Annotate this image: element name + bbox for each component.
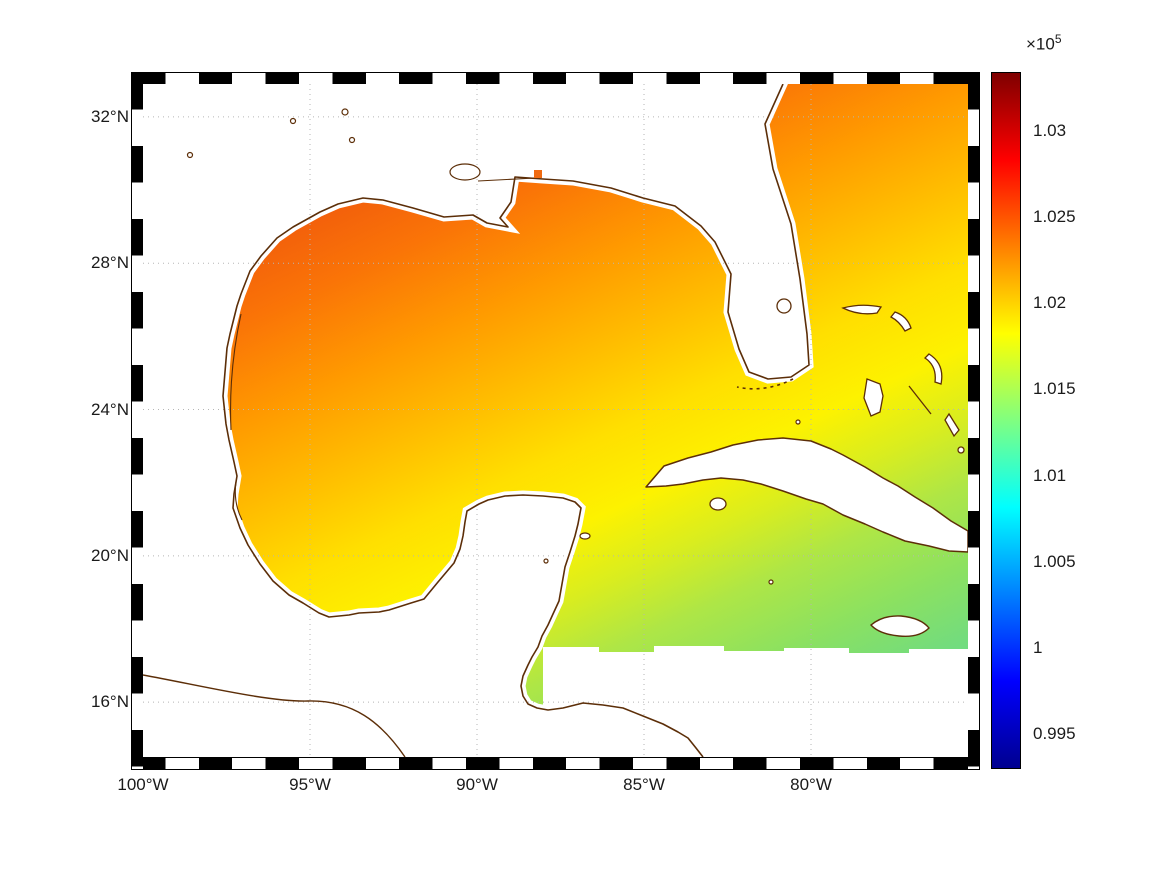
x-tick-label: 95°W [289, 775, 331, 794]
small-islets [186, 108, 801, 585]
colorbar-exponent-power: 5 [1054, 32, 1062, 46]
laguna-madre-line [230, 313, 242, 431]
orange-data-cell [534, 170, 542, 178]
colorbar-tick-label: 1 [1033, 638, 1043, 658]
y-tick-label: 16°N [91, 692, 129, 712]
colorbar-tick-label: 0.995 [1033, 724, 1076, 744]
colorbar-tick-label: 1.015 [1033, 379, 1076, 399]
island-grand-bahama [841, 304, 883, 315]
y-tick-label: 20°N [91, 545, 129, 565]
x-tick-label: 80°W [790, 775, 832, 794]
colorbar-exponent-label: ×105 [1026, 32, 1062, 55]
colorbar-tick-label: 1.01 [1033, 465, 1067, 485]
island-cuba [645, 437, 968, 553]
y-tick-label: 24°N [91, 399, 129, 419]
island-andros [863, 378, 884, 417]
island-jamaica [869, 615, 930, 638]
map-plot [143, 84, 968, 757]
x-tick-label: 100°W [117, 775, 169, 794]
colorbar [991, 72, 1021, 769]
y-tick-label: 28°N [91, 253, 129, 273]
island-eleuthera [923, 353, 943, 385]
y-tick-label: 32°N [91, 106, 129, 126]
colorbar-tick-label: 1.005 [1033, 551, 1076, 571]
island-long-island [944, 412, 960, 438]
colorbar-tick-label: 1.03 [1033, 120, 1067, 140]
lake-pontchartrain [449, 163, 481, 181]
island-abaco [889, 311, 912, 332]
island-exuma-chain [908, 385, 932, 415]
florida-keys-chain [736, 378, 794, 390]
tampico-lagoon-line [234, 481, 243, 521]
coastline-pacific-mexico [143, 674, 406, 757]
island-crooked [957, 446, 965, 454]
map-frame-bottom [131, 757, 980, 770]
no-data-mask-south [543, 646, 968, 757]
map-frame-right [967, 72, 980, 770]
x-tick-label: 90°W [456, 775, 498, 794]
islands-bahamas [841, 304, 965, 454]
x-tick-label: 85°W [623, 775, 665, 794]
colorbar-tick-label: 1.025 [1033, 206, 1076, 226]
island-isle-of-youth [709, 497, 727, 511]
coastline-mainland [222, 84, 810, 757]
colorbar-exponent-prefix: ×10 [1026, 34, 1055, 54]
graticule [143, 84, 968, 757]
mississippi-sound-line [477, 177, 536, 182]
colorbar-tick-label: 1.02 [1033, 293, 1067, 313]
lake-okeechobee [776, 298, 792, 314]
